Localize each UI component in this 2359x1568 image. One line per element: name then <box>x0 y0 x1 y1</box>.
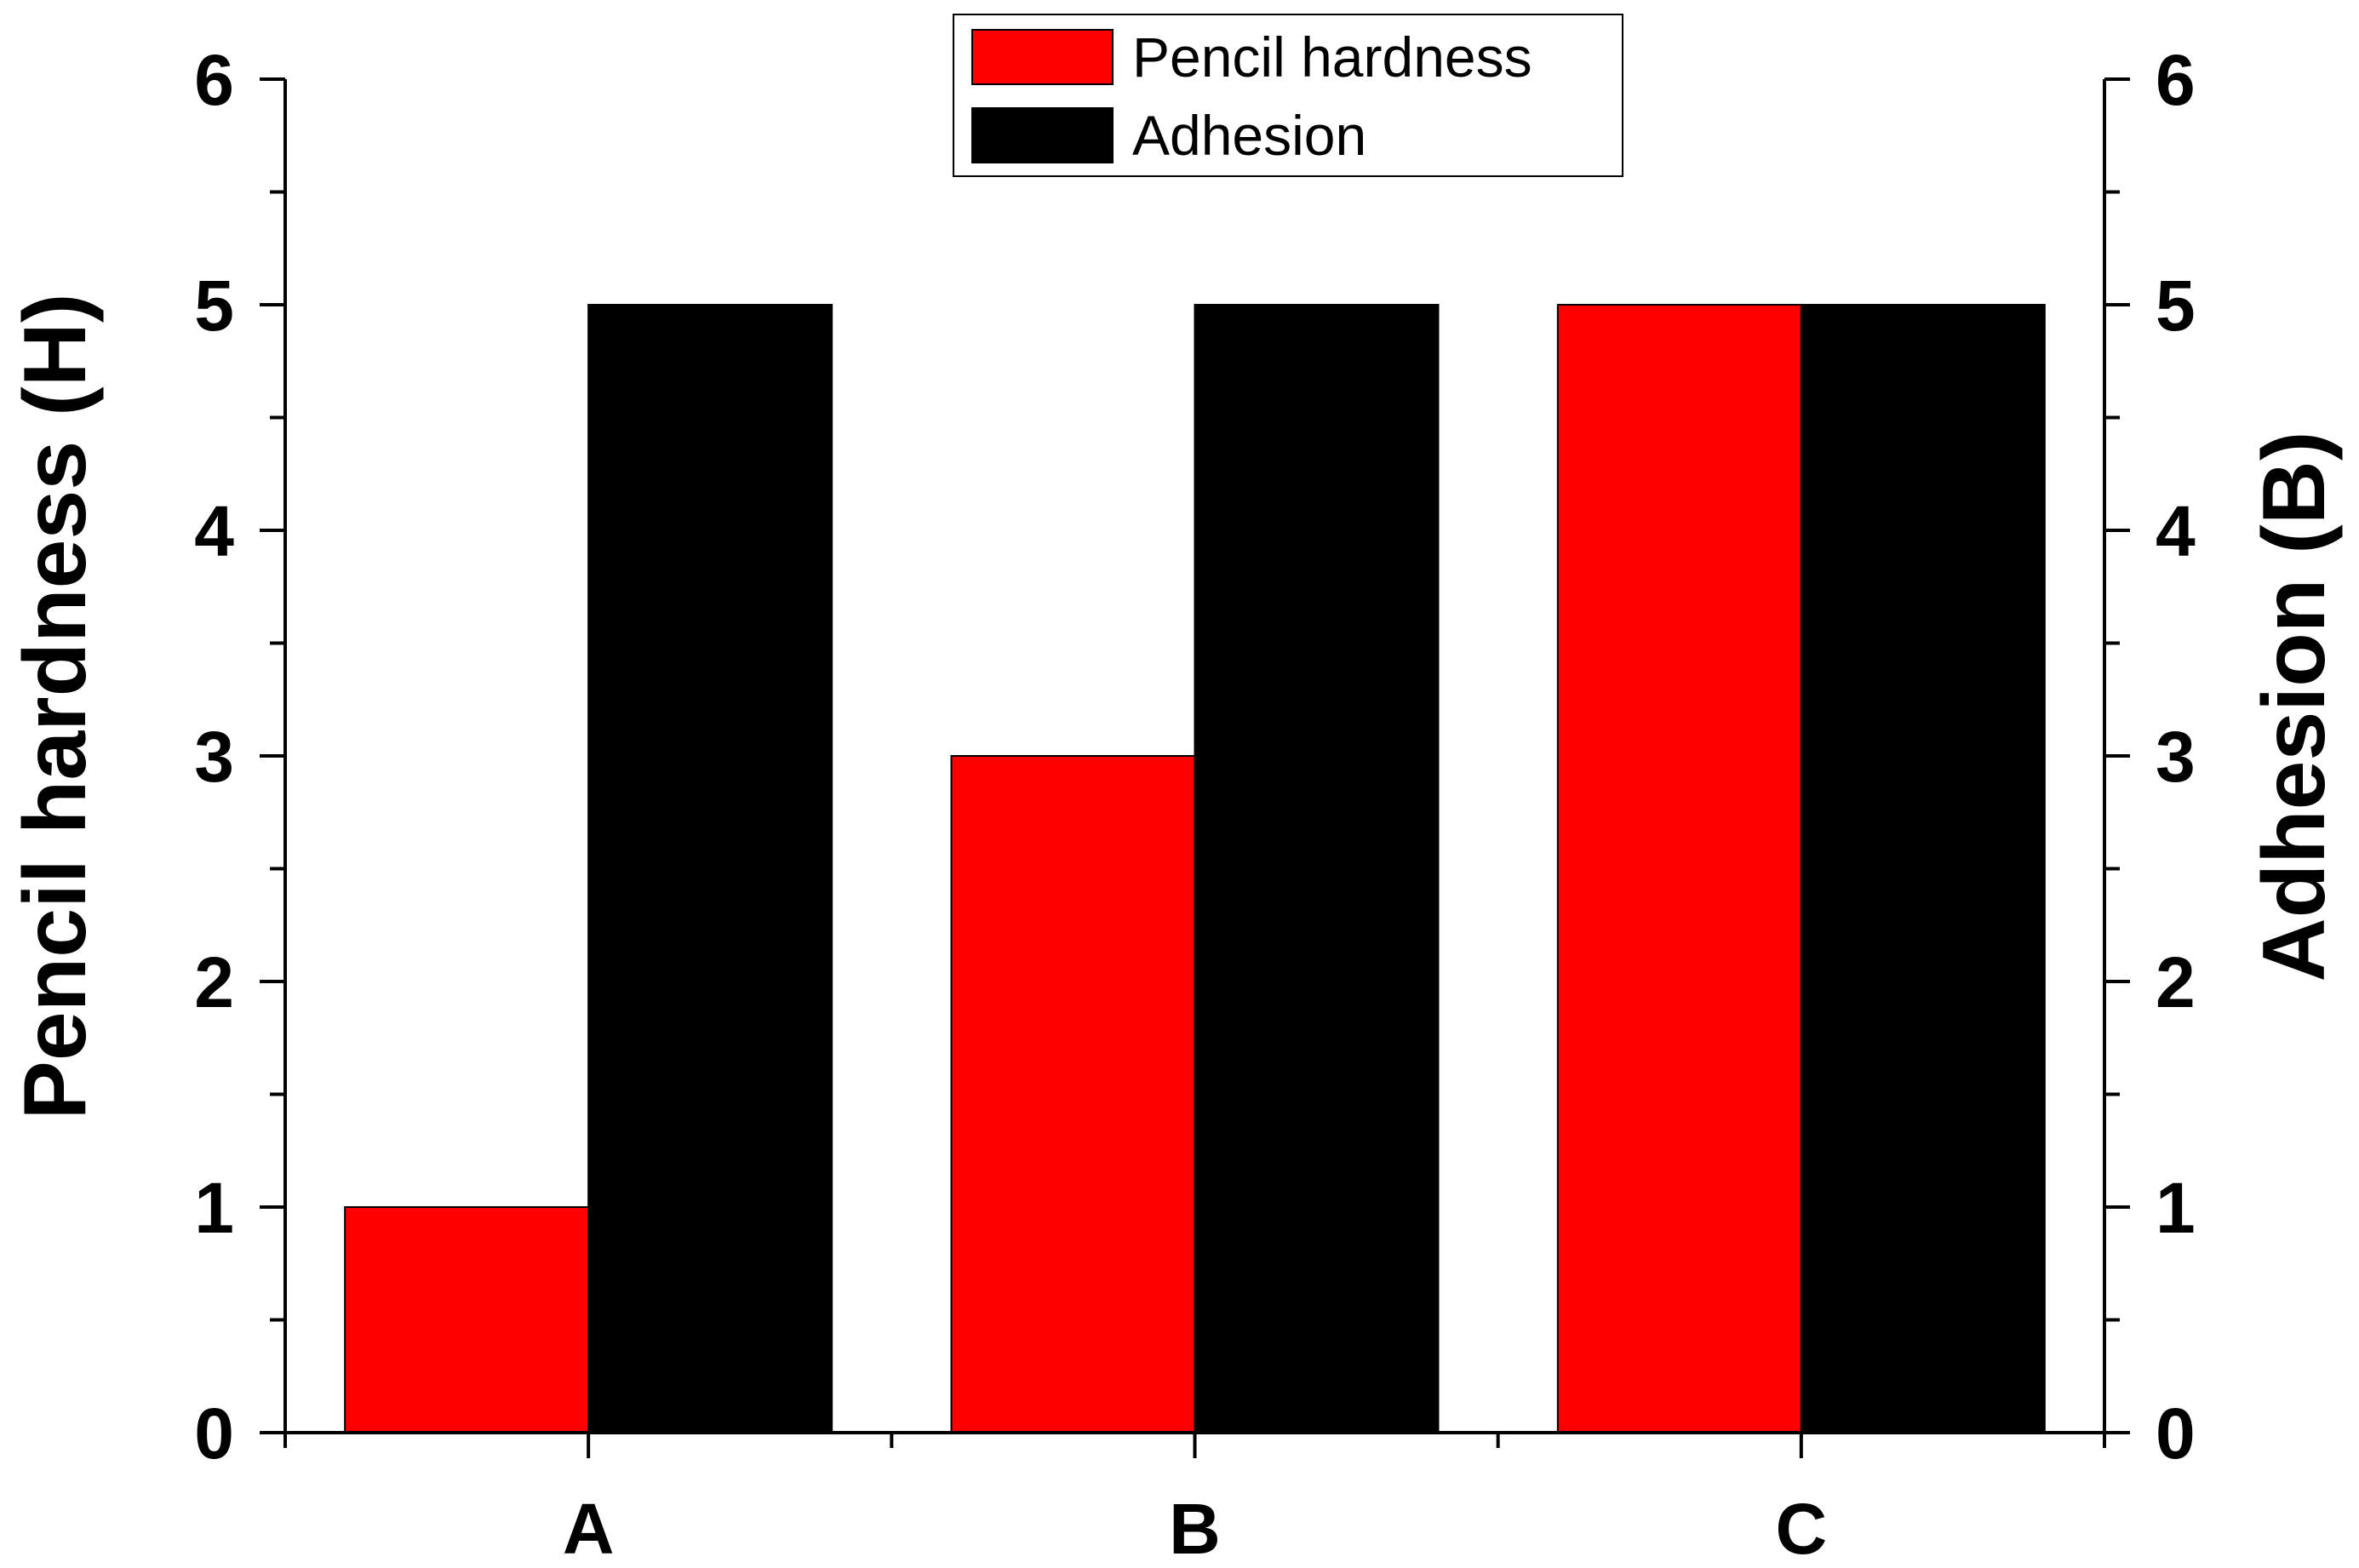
bar-pencil-hardness-B <box>950 755 1196 1434</box>
right-tick-label-3: 3 <box>2156 717 2196 797</box>
right-tick-label-0: 0 <box>2156 1393 2196 1474</box>
right-tick-label-4: 4 <box>2156 491 2196 571</box>
bars-layer <box>344 304 2046 1434</box>
left-tick-label-4: 4 <box>194 491 234 571</box>
legend: Pencil hardness Adhesion <box>953 14 1623 177</box>
legend-swatch-pencil-hardness <box>971 29 1114 85</box>
x-tick-label-C: C <box>1775 1489 1827 1568</box>
axes-layer <box>260 77 2130 1458</box>
left-tick-label-0: 0 <box>194 1393 234 1474</box>
legend-swatch-adhesion <box>971 107 1114 163</box>
bar-pencil-hardness-C <box>1556 304 1802 1434</box>
bar-pencil-hardness-A <box>344 1206 590 1434</box>
left-tick-label-6: 6 <box>194 40 234 120</box>
bar-adhesion-A <box>587 304 833 1434</box>
left-tick-label-5: 5 <box>194 266 234 346</box>
x-tick-label-A: A <box>563 1489 615 1568</box>
left-tick-label-2: 2 <box>194 942 234 1022</box>
left-tick-label-3: 3 <box>194 717 234 797</box>
left-tick-label-1: 1 <box>194 1168 234 1248</box>
right-tick-label-5: 5 <box>2156 266 2196 346</box>
bar-adhesion-C <box>1800 304 2046 1434</box>
right-axis-title: Adhesion (B) <box>2245 431 2344 981</box>
legend-label-adhesion: Adhesion <box>1132 104 1366 167</box>
left-axis-title: Pencil hardness (H) <box>6 294 105 1120</box>
legend-label-pencil-hardness: Pencil hardness <box>1132 26 1532 89</box>
tick-labels-layer: 0 0 1 1 2 2 3 3 4 4 5 5 6 6 A B C <box>194 40 2196 1568</box>
bar-adhesion-B <box>1194 304 1440 1434</box>
right-tick-label-6: 6 <box>2156 40 2196 120</box>
right-tick-label-1: 1 <box>2156 1168 2196 1248</box>
x-tick-label-B: B <box>1169 1489 1221 1568</box>
right-tick-label-2: 2 <box>2156 942 2196 1022</box>
